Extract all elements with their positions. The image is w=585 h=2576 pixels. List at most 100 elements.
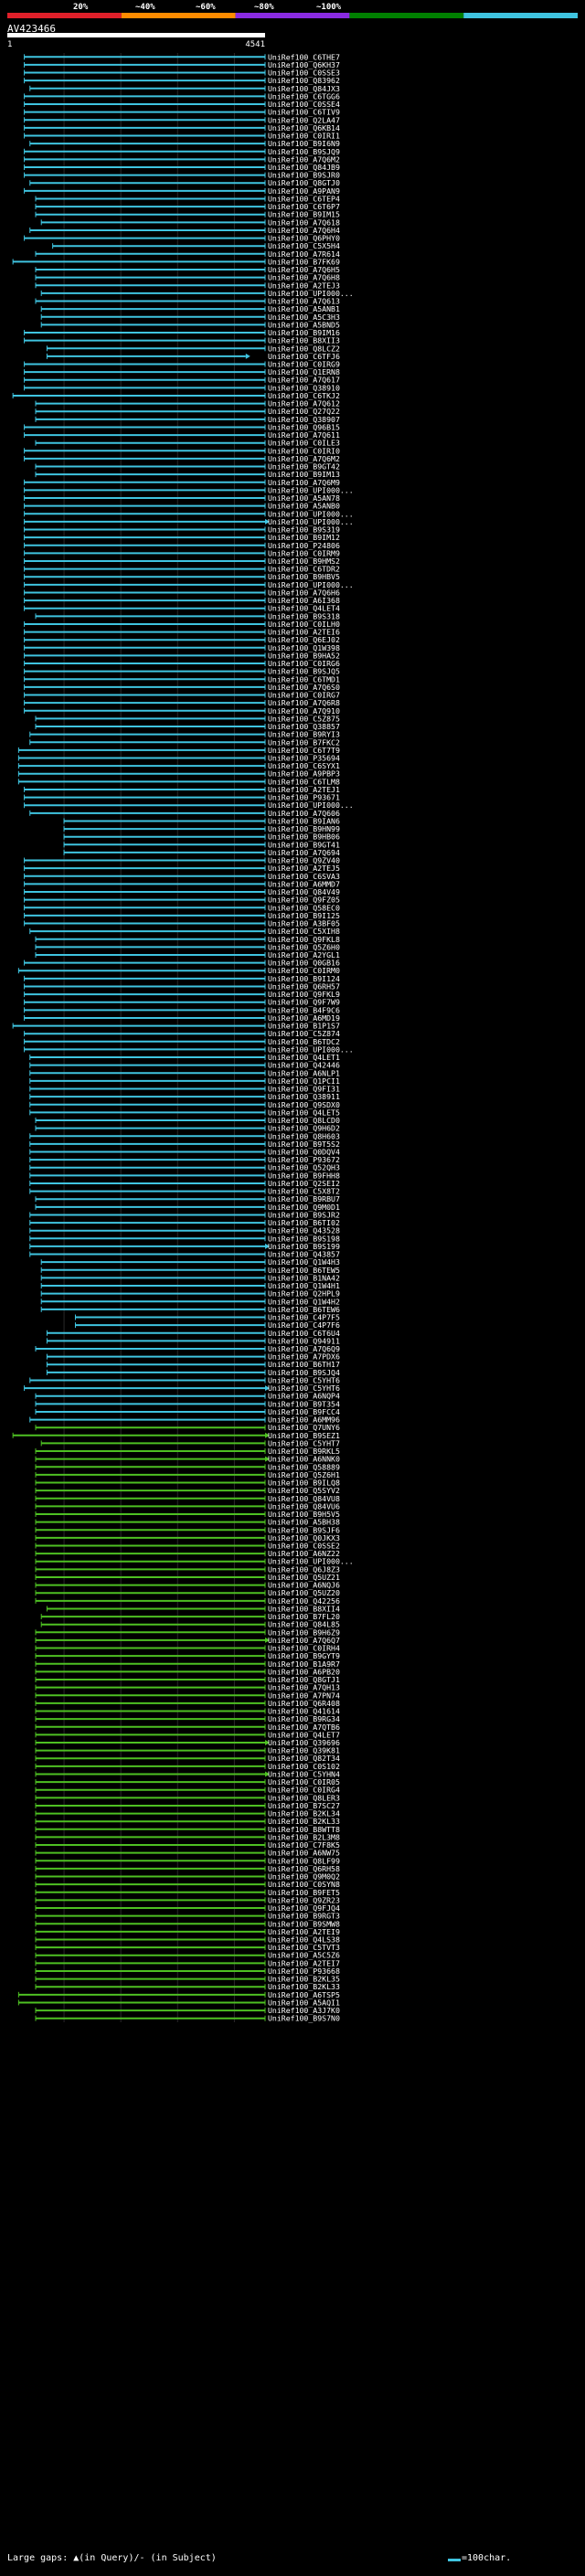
subject-label: UniRef100_C0IRG6 bbox=[268, 659, 340, 668]
subject-label: UniRef100_A6NQJ6 bbox=[268, 1581, 340, 1590]
subject-label: UniRef100_Q1W398 bbox=[268, 643, 340, 652]
subject-label: UniRef100_C0SSE2 bbox=[268, 1541, 340, 1550]
subject-label: UniRef100_A7Q6Q7 bbox=[268, 1636, 340, 1645]
alignment-hits: UniRef100_C6THE7UniRef100_Q6KH37UniRef10… bbox=[12, 53, 354, 2023]
scale-label: ~40% bbox=[135, 3, 155, 12]
subject-label: UniRef100_B9FET5 bbox=[268, 1888, 340, 1897]
subject-label: UniRef100_Q84V49 bbox=[268, 887, 340, 896]
subject-label: UniRef100_B9IM13 bbox=[268, 470, 340, 479]
subject-label: UniRef100_B9S7N0 bbox=[268, 2014, 340, 2023]
subject-label: UniRef100_B7FL20 bbox=[268, 1612, 340, 1621]
subject-label: UniRef100_A6NNK0 bbox=[268, 1455, 340, 1464]
large-gaps-legend: Large gaps: ▲(in Query)/- (in Subject) bbox=[7, 2553, 217, 2563]
subject-label: UniRef100_Q84JB9 bbox=[268, 163, 340, 172]
subject-label: UniRef100_Q94911 bbox=[268, 1336, 340, 1345]
subject-label: UniRef100_B9GT42 bbox=[268, 462, 340, 472]
subject-label: UniRef100_C6T6U4 bbox=[268, 1329, 340, 1338]
subject-label: UniRef100_B9S319 bbox=[268, 525, 340, 535]
subject-label: UniRef100_A7Q612 bbox=[268, 399, 340, 408]
subject-label: UniRef100_B9S318 bbox=[268, 611, 340, 620]
subject-label: UniRef100_A6NQP4 bbox=[268, 1392, 340, 1401]
subject-label: UniRef100_B9FCC4 bbox=[268, 1407, 340, 1416]
scale-label: ~80% bbox=[254, 3, 274, 12]
subject-label: UniRef100_Q2HPL9 bbox=[268, 1289, 340, 1299]
subject-label: UniRef100_Q84L85 bbox=[268, 1620, 340, 1629]
subject-label: UniRef100_Q1W4H3 bbox=[268, 1257, 340, 1267]
subject-label: UniRef100_C6TIV9 bbox=[268, 108, 340, 117]
subject-label: UniRef100_Q9M0D1 bbox=[268, 1203, 340, 1212]
subject-label: UniRef100_A5ANB1 bbox=[268, 304, 340, 313]
subject-label: UniRef100_A7Q6H5 bbox=[268, 265, 340, 274]
subject-label: UniRef100_B8XII4 bbox=[268, 1604, 340, 1613]
subject-label: UniRef100_C7F8K5 bbox=[268, 1840, 340, 1850]
subject-label: UniRef100_Q58EC0 bbox=[268, 903, 340, 912]
subject-label: UniRef100_Q6PHY0 bbox=[268, 234, 340, 243]
subject-label: UniRef100_UPI000... bbox=[268, 1044, 354, 1054]
identity-scale: 20% ~40% ~60% ~80% ~100% 100% bbox=[0, 3, 578, 18]
subject-label: UniRef100_B9RKL5 bbox=[268, 1447, 340, 1456]
subject-label: UniRef100_A7Q6R8 bbox=[268, 698, 340, 707]
subject-label: UniRef100_Q1W4H2 bbox=[268, 1297, 340, 1306]
subject-label: UniRef100_B9I124 bbox=[268, 974, 340, 983]
subject-label: UniRef100_Q9FZ05 bbox=[268, 896, 340, 905]
alignment-end-arrow bbox=[245, 353, 250, 359]
subject-label: UniRef100_Q4LS38 bbox=[268, 1935, 340, 1944]
subject-label: UniRef100_Q1W4H1 bbox=[268, 1281, 340, 1290]
subject-label: UniRef100_A7Q6H6 bbox=[268, 588, 340, 597]
subject-label: UniRef100_A7Q6H8 bbox=[268, 273, 340, 282]
subject-label: UniRef100_Q4LET7 bbox=[268, 1730, 340, 1739]
subject-label: UniRef100_B9ILQ8 bbox=[268, 1479, 340, 1488]
subject-label: UniRef100_B9IM15 bbox=[268, 210, 340, 219]
subject-label: UniRef100_Q9FKL9 bbox=[268, 990, 340, 999]
subject-label: UniRef100_Q9M0Q2 bbox=[268, 1872, 340, 1882]
scale-segment bbox=[463, 13, 578, 18]
subject-label: UniRef100_Q8LCD0 bbox=[268, 1116, 340, 1125]
subject-label: UniRef100_Q39696 bbox=[268, 1738, 340, 1747]
subject-label: UniRef100_B7SC27 bbox=[268, 1801, 340, 1810]
subject-label: UniRef100_A6I368 bbox=[268, 596, 340, 605]
subject-label: UniRef100_Q8GTJ1 bbox=[268, 1675, 340, 1684]
subject-label: UniRef100_Q27Q22 bbox=[268, 407, 340, 416]
subject-label: UniRef100_Q82T34 bbox=[268, 1754, 340, 1763]
subject-label: UniRef100_Q41614 bbox=[268, 1707, 340, 1716]
alignment-end-arrow bbox=[265, 1432, 270, 1438]
subject-label: UniRef100_B9T5S2 bbox=[268, 1140, 340, 1149]
subject-label: UniRef100_A2YGL1 bbox=[268, 950, 340, 959]
subject-label: UniRef100_Q0DQV4 bbox=[268, 1147, 340, 1156]
subject-label: UniRef100_A7Q6M2 bbox=[268, 154, 340, 164]
subject-label: UniRef100_Q6RH58 bbox=[268, 1864, 340, 1873]
scale-label: ~100% bbox=[316, 3, 342, 12]
subject-label: UniRef100_A7Q618 bbox=[268, 217, 340, 227]
query-bar bbox=[7, 33, 265, 37]
scale-segment bbox=[121, 13, 236, 18]
subject-label: UniRef100_B9T354 bbox=[268, 1399, 340, 1408]
subject-label: UniRef100_B7FK69 bbox=[268, 257, 340, 266]
subject-label: UniRef100_C0IR05 bbox=[268, 1777, 340, 1786]
subject-label: UniRef100_B9RGT3 bbox=[268, 1912, 340, 1921]
subject-label: UniRef100_Q1PCI1 bbox=[268, 1076, 340, 1086]
subject-label: UniRef100_B9SJQ4 bbox=[268, 1368, 340, 1377]
subject-label: UniRef100_B7FKC2 bbox=[268, 737, 340, 747]
subject-label: UniRef100_A2TEJ3 bbox=[268, 281, 340, 290]
subject-label: UniRef100_B9RBU7 bbox=[268, 1194, 340, 1203]
subject-label: UniRef100_A7Q617 bbox=[268, 376, 340, 385]
subject-label: UniRef100_C6T7T9 bbox=[268, 746, 340, 755]
subject-label: UniRef100_Q0GB16 bbox=[268, 959, 340, 968]
subject-label: UniRef100_B9HBV5 bbox=[268, 572, 340, 581]
subject-label: UniRef100_C5Z875 bbox=[268, 714, 340, 723]
subject-label: UniRef100_Q0JKX3 bbox=[268, 1533, 340, 1542]
scale-segment bbox=[235, 13, 350, 18]
subject-label: UniRef100_A7Q6S0 bbox=[268, 683, 340, 692]
subject-label: UniRef100_Q84VU6 bbox=[268, 1501, 340, 1511]
subject-label: UniRef100_Q38910 bbox=[268, 383, 340, 392]
subject-label: UniRef100_A7Q6M2 bbox=[268, 454, 340, 463]
footer-legend: Large gaps: ▲(in Query)/- (in Subject) =… bbox=[0, 2549, 585, 2568]
subject-label: UniRef100_Q38911 bbox=[268, 1092, 340, 1101]
subject-label: UniRef100_C5TVT3 bbox=[268, 1943, 340, 1952]
subject-label: UniRef100_Q42256 bbox=[268, 1596, 340, 1606]
subject-label: UniRef100_A6NLP1 bbox=[268, 1068, 340, 1077]
subject-label: UniRef100_UPI000... bbox=[268, 289, 354, 298]
subject-label: UniRef100_C0IRG4 bbox=[268, 1786, 340, 1795]
subject-label: UniRef100_Q4LET1 bbox=[268, 1053, 340, 1062]
subject-label: UniRef100_A2TEI9 bbox=[268, 1927, 340, 1936]
